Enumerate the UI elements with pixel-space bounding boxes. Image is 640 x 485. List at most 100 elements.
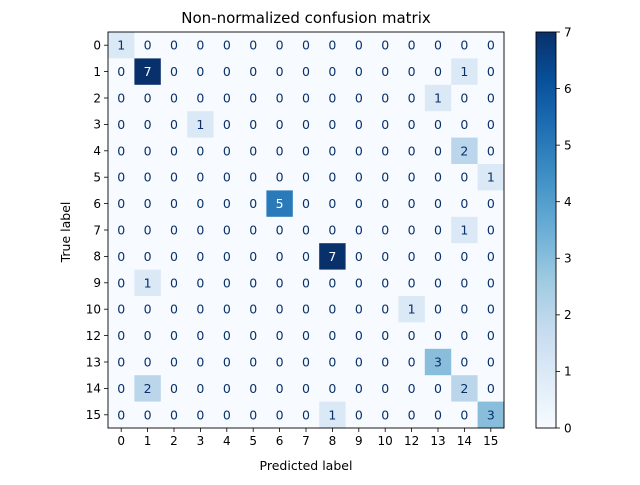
cell-value-label: 0 — [302, 64, 310, 79]
cell-value-label: 0 — [249, 64, 257, 79]
cell-value-label: 0 — [117, 91, 125, 106]
heatmap-cell — [266, 296, 294, 323]
heatmap-cell — [160, 375, 188, 403]
heatmap-cell — [372, 137, 399, 165]
cell-value-label: 0 — [302, 196, 310, 211]
heatmap-cell — [134, 137, 162, 165]
heatmap-cell — [345, 32, 373, 59]
cell-value-label: 0 — [328, 64, 336, 79]
cell-value-label: 0 — [355, 38, 363, 53]
cell-value-label: 0 — [328, 381, 336, 396]
cell-value-label: 0 — [328, 196, 336, 211]
heatmap-cell — [451, 401, 479, 429]
heatmap-cell — [160, 190, 188, 218]
heatmap-cell — [160, 269, 188, 297]
y-tick-label: 14 — [86, 382, 101, 396]
cell-value-label: 0 — [302, 223, 310, 238]
cell-value-label: 0 — [408, 91, 416, 106]
cell-value-label: 0 — [117, 170, 125, 185]
heatmap-cell — [424, 111, 452, 139]
cell-value-label: 0 — [355, 275, 363, 290]
heatmap-cell — [424, 401, 452, 429]
x-tick-label: 1 — [144, 434, 152, 448]
heatmap-cell — [319, 111, 347, 139]
cell-value-label: 0 — [434, 249, 442, 264]
heatmap-cell — [451, 375, 479, 403]
heatmap-cell — [345, 216, 373, 244]
heatmap-cell — [266, 216, 294, 244]
cell-value-label: 0 — [196, 143, 204, 158]
cell-value-label: 0 — [381, 302, 389, 317]
cell-value-label: 0 — [381, 328, 389, 343]
cell-value-label: 0 — [223, 91, 231, 106]
cell-value-label: 0 — [302, 275, 310, 290]
heatmap-cell — [187, 216, 215, 244]
heatmap-cell — [134, 164, 162, 191]
cell-value-label: 0 — [487, 275, 495, 290]
heatmap-cell — [213, 375, 241, 403]
heatmap-cell — [424, 84, 452, 112]
heatmap-cell — [160, 296, 188, 323]
cell-value-label: 0 — [487, 143, 495, 158]
cell-value-label: 1 — [117, 38, 125, 53]
cell-value-label: 0 — [355, 355, 363, 370]
cell-value-label: 0 — [355, 223, 363, 238]
heatmap-cell — [398, 296, 426, 323]
cell-value-label: 0 — [170, 38, 178, 53]
cell-value-label: 0 — [144, 249, 152, 264]
heatmap-cell — [372, 348, 399, 376]
cell-value-label: 0 — [434, 117, 442, 132]
heatmap-cell — [240, 137, 267, 165]
cell-value-label: 0 — [117, 223, 125, 238]
heatmap-cell — [266, 243, 294, 271]
heatmap-cell — [398, 111, 426, 139]
cell-value-label: 0 — [328, 275, 336, 290]
heatmap-cell — [451, 322, 479, 350]
cell-value-label: 0 — [170, 143, 178, 158]
cell-value-label: 0 — [170, 275, 178, 290]
cell-value-label: 0 — [302, 117, 310, 132]
heatmap-cell — [266, 84, 294, 112]
heatmap-cell — [398, 216, 426, 244]
cell-value-label: 0 — [223, 64, 231, 79]
cell-value-label: 0 — [223, 117, 231, 132]
y-tick-label: 10 — [86, 303, 101, 317]
heatmap-cell — [345, 375, 373, 403]
heatmap-cell — [266, 164, 294, 191]
heatmap-cell — [319, 269, 347, 297]
cell-value-label: 0 — [487, 355, 495, 370]
cell-value-label: 0 — [381, 223, 389, 238]
heatmap-cell — [240, 111, 267, 139]
colorbar-tick-label: 7 — [564, 25, 572, 39]
cell-value-label: 0 — [170, 91, 178, 106]
heatmap-cell — [266, 190, 294, 218]
heatmap-cell — [451, 269, 479, 297]
cell-value-label: 0 — [249, 328, 257, 343]
heatmap-cell — [319, 216, 347, 244]
heatmap-cell — [240, 58, 267, 86]
cell-value-label: 1 — [408, 302, 416, 317]
cell-value-label: 0 — [328, 143, 336, 158]
cell-value-label: 0 — [249, 223, 257, 238]
heatmap-cell — [345, 296, 373, 323]
heatmap-cell — [240, 243, 267, 271]
heatmap-cell — [424, 375, 452, 403]
y-tick-label: 7 — [93, 223, 101, 237]
chart-title: Non-normalized confusion matrix — [181, 9, 431, 27]
cell-value-label: 0 — [460, 328, 468, 343]
cell-value-label: 0 — [196, 64, 204, 79]
heatmap-cell — [424, 190, 452, 218]
heatmap-cell — [108, 401, 135, 429]
heatmap-cell — [345, 58, 373, 86]
heatmap-cell — [213, 401, 241, 429]
cell-value-label: 0 — [302, 91, 310, 106]
heatmap-cell — [187, 375, 215, 403]
cell-value-label: 0 — [408, 328, 416, 343]
cell-value-label: 0 — [276, 302, 284, 317]
heatmap-cell — [398, 164, 426, 191]
cell-value-label: 0 — [355, 249, 363, 264]
heatmap-cell — [398, 58, 426, 86]
heatmap-cell — [213, 164, 241, 191]
cell-value-label: 0 — [328, 223, 336, 238]
heatmap-cell — [266, 348, 294, 376]
